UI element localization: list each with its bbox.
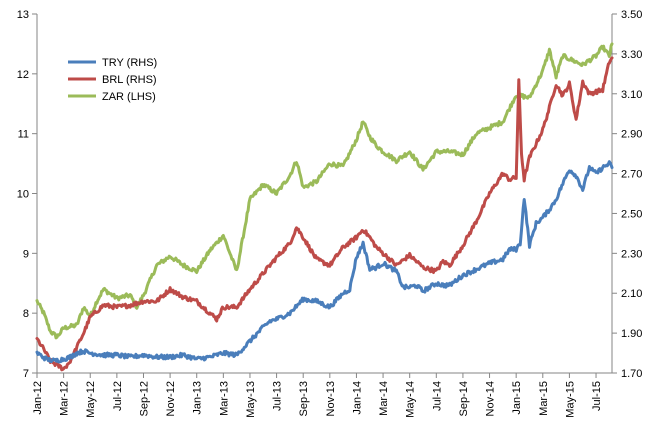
x-tick-label: Mar-14 [378, 381, 390, 416]
x-tick-label: Jul-15 [591, 381, 603, 411]
x-tick-label: Jan-15 [511, 381, 523, 415]
left-axis-ticks: 7 8 9 10 11 12 13 [17, 9, 37, 380]
left-tick-label: 7 [23, 368, 29, 380]
right-tick-label: 3.10 [621, 89, 642, 101]
x-tick-label: Mar-15 [538, 381, 550, 416]
left-tick-label: 13 [17, 9, 29, 21]
left-tick-label: 9 [23, 248, 29, 260]
legend-label-try: TRY (RHS) [102, 57, 157, 69]
x-tick-label: May-15 [564, 381, 576, 418]
x-tick-label: Jan-12 [32, 381, 44, 415]
legend-entry-zar: ZAR (LHS) [68, 91, 156, 103]
x-tick-label: Mar-13 [218, 381, 230, 416]
right-tick-label: 2.70 [621, 169, 642, 181]
x-tick-label: Nov-12 [165, 381, 177, 416]
right-tick-label: 1.90 [621, 328, 642, 340]
x-tick-label: May-12 [85, 381, 97, 418]
legend-label-zar: ZAR (LHS) [102, 91, 156, 103]
x-axis-ticks: Jan-12 Mar-12 May-12 Jul-12 Sep-12 Nov-12 Jan-… [32, 373, 603, 418]
right-tick-label: 3.30 [621, 49, 642, 61]
legend: TRY (RHS) BRL (RHS) ZAR (LHS) [68, 57, 157, 103]
right-tick-label: 1.70 [621, 368, 642, 380]
series-lines [35, 42, 614, 372]
left-tick-label: 10 [17, 189, 29, 201]
x-tick-label: Sep-13 [298, 381, 310, 416]
x-tick-label: May-13 [245, 381, 257, 418]
legend-entry-try: TRY (RHS) [68, 57, 157, 69]
x-tick-label: Nov-13 [325, 381, 337, 416]
series-line-brl [35, 56, 614, 372]
right-tick-label: 3.50 [621, 9, 642, 21]
x-tick-label: Sep-14 [458, 381, 470, 416]
series-line-try [35, 160, 614, 364]
x-tick-label: Jul-12 [112, 381, 124, 411]
left-tick-label: 8 [23, 308, 29, 320]
x-tick-label: Nov-14 [485, 381, 497, 416]
left-tick-label: 11 [18, 129, 29, 141]
x-tick-label: Sep-12 [138, 381, 150, 416]
right-tick-label: 2.90 [621, 129, 642, 141]
x-tick-label: Jan-14 [351, 381, 363, 415]
left-tick-label: 12 [17, 69, 29, 81]
legend-entry-brl: BRL (RHS) [68, 74, 157, 86]
x-tick-label: Jul-14 [431, 381, 443, 411]
x-tick-label: Jan-13 [192, 381, 204, 415]
x-tick-label: Mar-12 [59, 381, 71, 416]
right-tick-label: 2.50 [621, 208, 642, 220]
right-tick-label: 2.30 [621, 248, 642, 260]
series-line-zar [35, 42, 614, 340]
x-tick-label: Jul-13 [272, 381, 284, 411]
legend-label-brl: BRL (RHS) [102, 74, 157, 86]
right-axis-ticks: 1.70 1.90 2.10 2.30 2.50 2.70 2.90 3.10 3.30 3.50 [612, 9, 642, 380]
right-tick-label: 2.10 [621, 288, 642, 300]
x-tick-label: May-14 [405, 381, 417, 418]
